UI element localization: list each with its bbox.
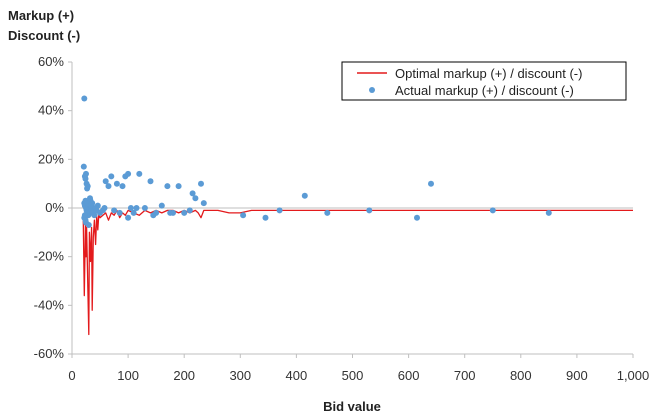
actual-markup-point: [116, 209, 123, 216]
actual-markup-point: [125, 170, 132, 177]
actual-markup-point: [189, 190, 196, 197]
y-axis-title-line-2: Discount (-): [8, 28, 80, 43]
actual-markup-point: [82, 175, 89, 182]
actual-markup-point: [101, 205, 108, 211]
y-axis-title-line-1: Markup (+): [8, 8, 74, 23]
actual-markup-point: [181, 209, 188, 216]
actual-markup-point: [91, 212, 98, 219]
actual-markup-point: [88, 202, 95, 209]
actual-markup-point: [170, 209, 176, 216]
y-tick-labels: -60% -40% -20% 0% 20% 40% 60%: [34, 54, 65, 361]
actual-markup-point: [80, 163, 87, 170]
actual-markup-point: [200, 200, 207, 207]
x-tick-label: 900: [566, 368, 588, 383]
x-tick-label: 700: [454, 368, 476, 383]
x-tick-labels: 0 100 200 300 400 500 600 700 800 900 1,000: [68, 368, 649, 383]
legend-label-actual: Actual markup (+) / discount (-): [395, 83, 574, 98]
actual-markup-point: [153, 209, 160, 216]
actual-markup-point: [198, 180, 204, 187]
x-tick-label: 200: [173, 368, 195, 383]
actual-markup-point: [85, 222, 92, 228]
actual-markup-point: [414, 214, 420, 221]
y-tick-label: 0%: [45, 200, 64, 215]
y-tick-label: -60%: [34, 346, 65, 361]
actual-markup-point: [87, 195, 93, 202]
actual-markup-point: [133, 205, 140, 211]
actual-markup-point: [158, 202, 165, 209]
actual-markup-point: [130, 209, 137, 216]
actual-markup-point: [301, 192, 308, 199]
x-tick-label: 100: [117, 368, 139, 383]
y-tick-label: -20%: [34, 249, 65, 264]
actual-markup-point: [108, 173, 115, 180]
actual-markup-point: [125, 214, 132, 221]
actual-markup-point: [127, 205, 134, 211]
actual-markup-point: [428, 180, 434, 187]
legend-point-swatch: [369, 87, 375, 93]
actual-markup-point: [240, 212, 247, 219]
actual-markup-point: [83, 170, 89, 177]
x-tick-label: 600: [398, 368, 420, 383]
actual-markup-point: [111, 207, 118, 214]
y-tick-label: 60%: [38, 54, 64, 69]
y-tick-label: 20%: [38, 151, 64, 166]
optimal-markup-line: [82, 209, 633, 336]
legend: Optimal markup (+) / discount (-) Actual…: [341, 61, 627, 101]
actual-markup-point: [164, 183, 171, 190]
actual-markup-point: [186, 207, 193, 214]
actual-markup-point: [113, 180, 120, 187]
legend-label-optimal: Optimal markup (+) / discount (-): [395, 66, 582, 81]
x-tick-label: 0: [68, 368, 75, 383]
actual-markup-point: [324, 209, 331, 216]
actual-markup-point: [94, 202, 101, 209]
x-axis-title: Bid value: [323, 399, 381, 414]
actual-markup-point: [84, 183, 91, 190]
actual-markup-point: [136, 170, 143, 177]
actual-markup-point: [81, 212, 88, 219]
axes: [68, 61, 634, 358]
legend-box: [341, 61, 627, 101]
actual-markup-point: [81, 95, 88, 102]
y-tick-label: -40%: [34, 297, 65, 312]
x-tick-label: 500: [342, 368, 364, 383]
x-tick-label: 800: [510, 368, 532, 383]
actual-markup-point: [366, 207, 373, 214]
actual-markup-point: [105, 183, 112, 190]
x-tick-label: 300: [229, 368, 251, 383]
actual-markup-point: [147, 178, 154, 185]
x-tick-label: 400: [286, 368, 308, 383]
actual-markup-point: [262, 214, 269, 221]
x-tick-label: 1,000: [617, 368, 650, 383]
actual-markup-point: [175, 183, 182, 190]
optimal-series: [82, 209, 633, 336]
actual-markup-point: [102, 178, 109, 185]
actual-markup-point: [141, 205, 148, 211]
actual-markup-point: [489, 207, 496, 214]
actual-markup-point: [545, 209, 552, 216]
actual-series: [80, 95, 552, 228]
actual-markup-point: [119, 183, 126, 190]
actual-markup-point: [276, 207, 283, 214]
actual-markup-point: [192, 195, 199, 202]
y-tick-label: 40%: [38, 103, 64, 118]
